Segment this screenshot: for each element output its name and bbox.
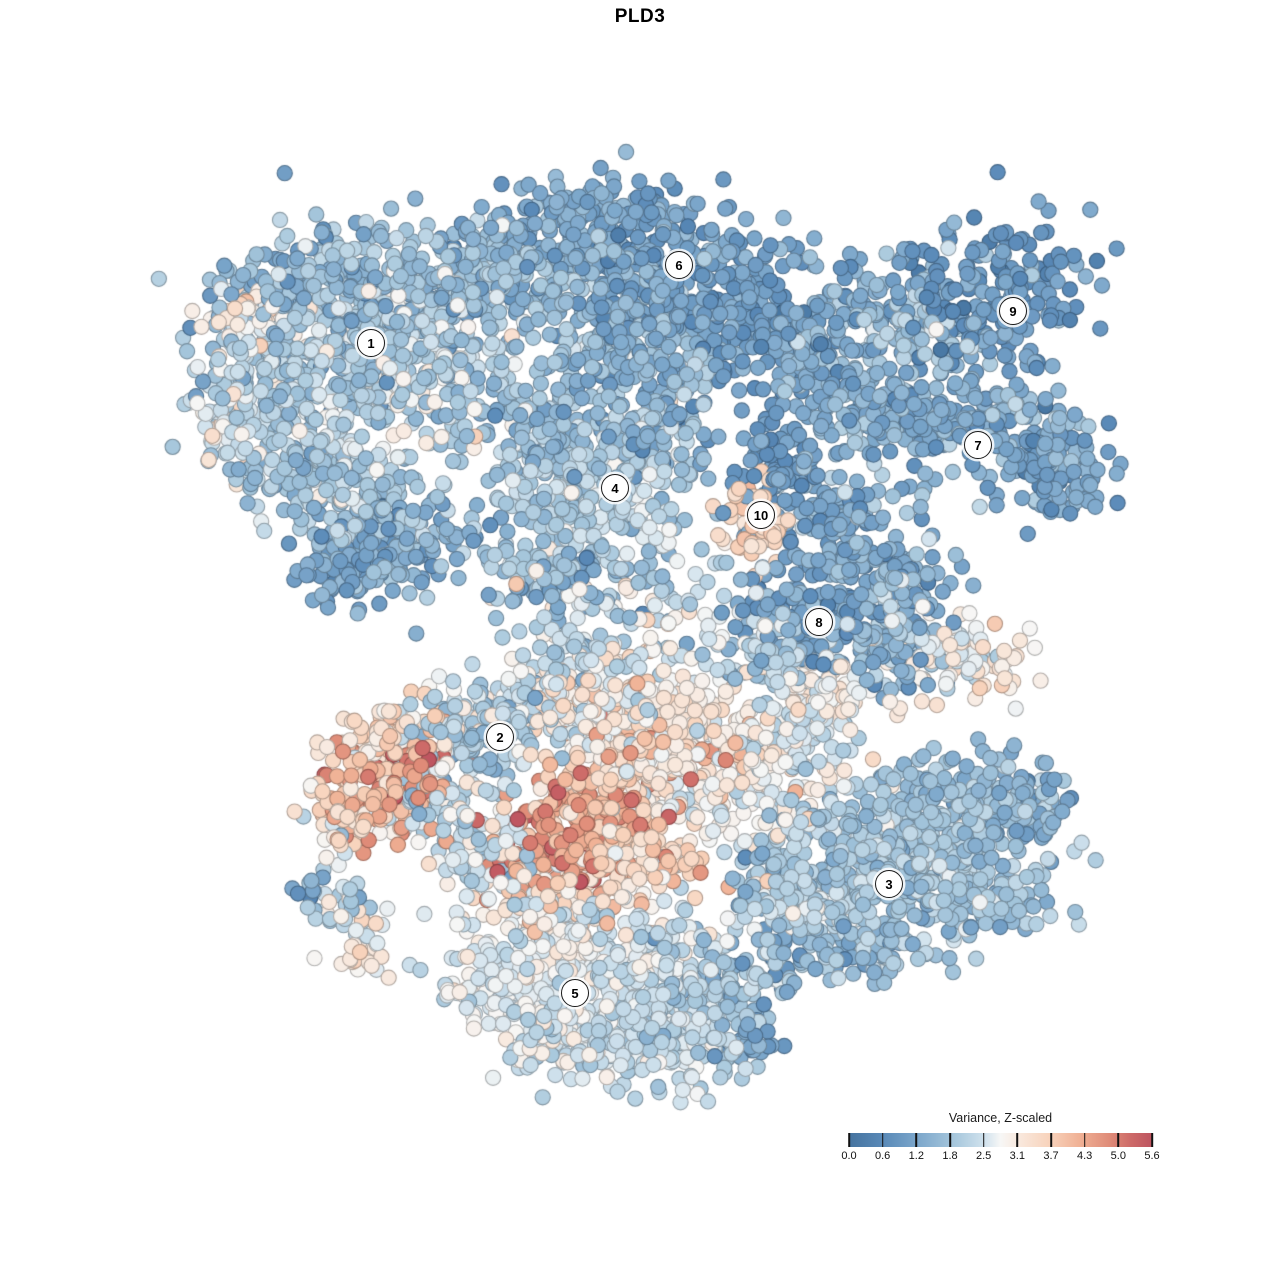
colorbar-tick-mark bbox=[982, 1133, 985, 1147]
colorbar-tick-mark bbox=[1151, 1133, 1153, 1147]
colorbar-tick-label: 1.2 bbox=[908, 1150, 924, 1162]
colorbar-tick-label: 2.5 bbox=[976, 1150, 992, 1162]
colorbar-tick-label: 5.6 bbox=[1144, 1150, 1160, 1162]
colorbar-legend: Variance, Z-scaled 0.0 0.6 1.2 1.8 2.5 3.1 3.7… bbox=[841, 1111, 1159, 1167]
colorbar-tick-mark bbox=[1083, 1133, 1086, 1147]
colorbar-gradient bbox=[848, 1133, 1153, 1147]
colorbar-tick-label: 3.7 bbox=[1043, 1150, 1059, 1162]
colorbar-tick-label: 0.0 bbox=[841, 1150, 857, 1162]
colorbar-tick-mark bbox=[1117, 1133, 1120, 1147]
colorbar-tick-label: 3.1 bbox=[1009, 1150, 1025, 1162]
colorbar-tick-label: 0.6 bbox=[875, 1150, 891, 1162]
colorbar-title: Variance, Z-scaled bbox=[948, 1111, 1053, 1125]
colorbar-tick-label: 1.8 bbox=[942, 1150, 958, 1162]
colorbar-tick-labels: 0.0 0.6 1.2 1.8 2.5 3.1 3.7 4.3 5.0 5.6 bbox=[841, 1150, 1159, 1164]
colorbar-tick-mark bbox=[881, 1133, 884, 1147]
colorbar-tick-mark bbox=[1016, 1133, 1019, 1147]
colorbar-tick-mark bbox=[949, 1133, 951, 1147]
colorbar-tick-mark bbox=[1050, 1133, 1052, 1147]
colorbar-tick-label: 4.3 bbox=[1077, 1150, 1093, 1162]
colorbar-tick-mark bbox=[848, 1133, 850, 1147]
colorbar-tick-mark bbox=[915, 1133, 918, 1147]
colorbar-tick-label: 5.0 bbox=[1110, 1150, 1126, 1162]
